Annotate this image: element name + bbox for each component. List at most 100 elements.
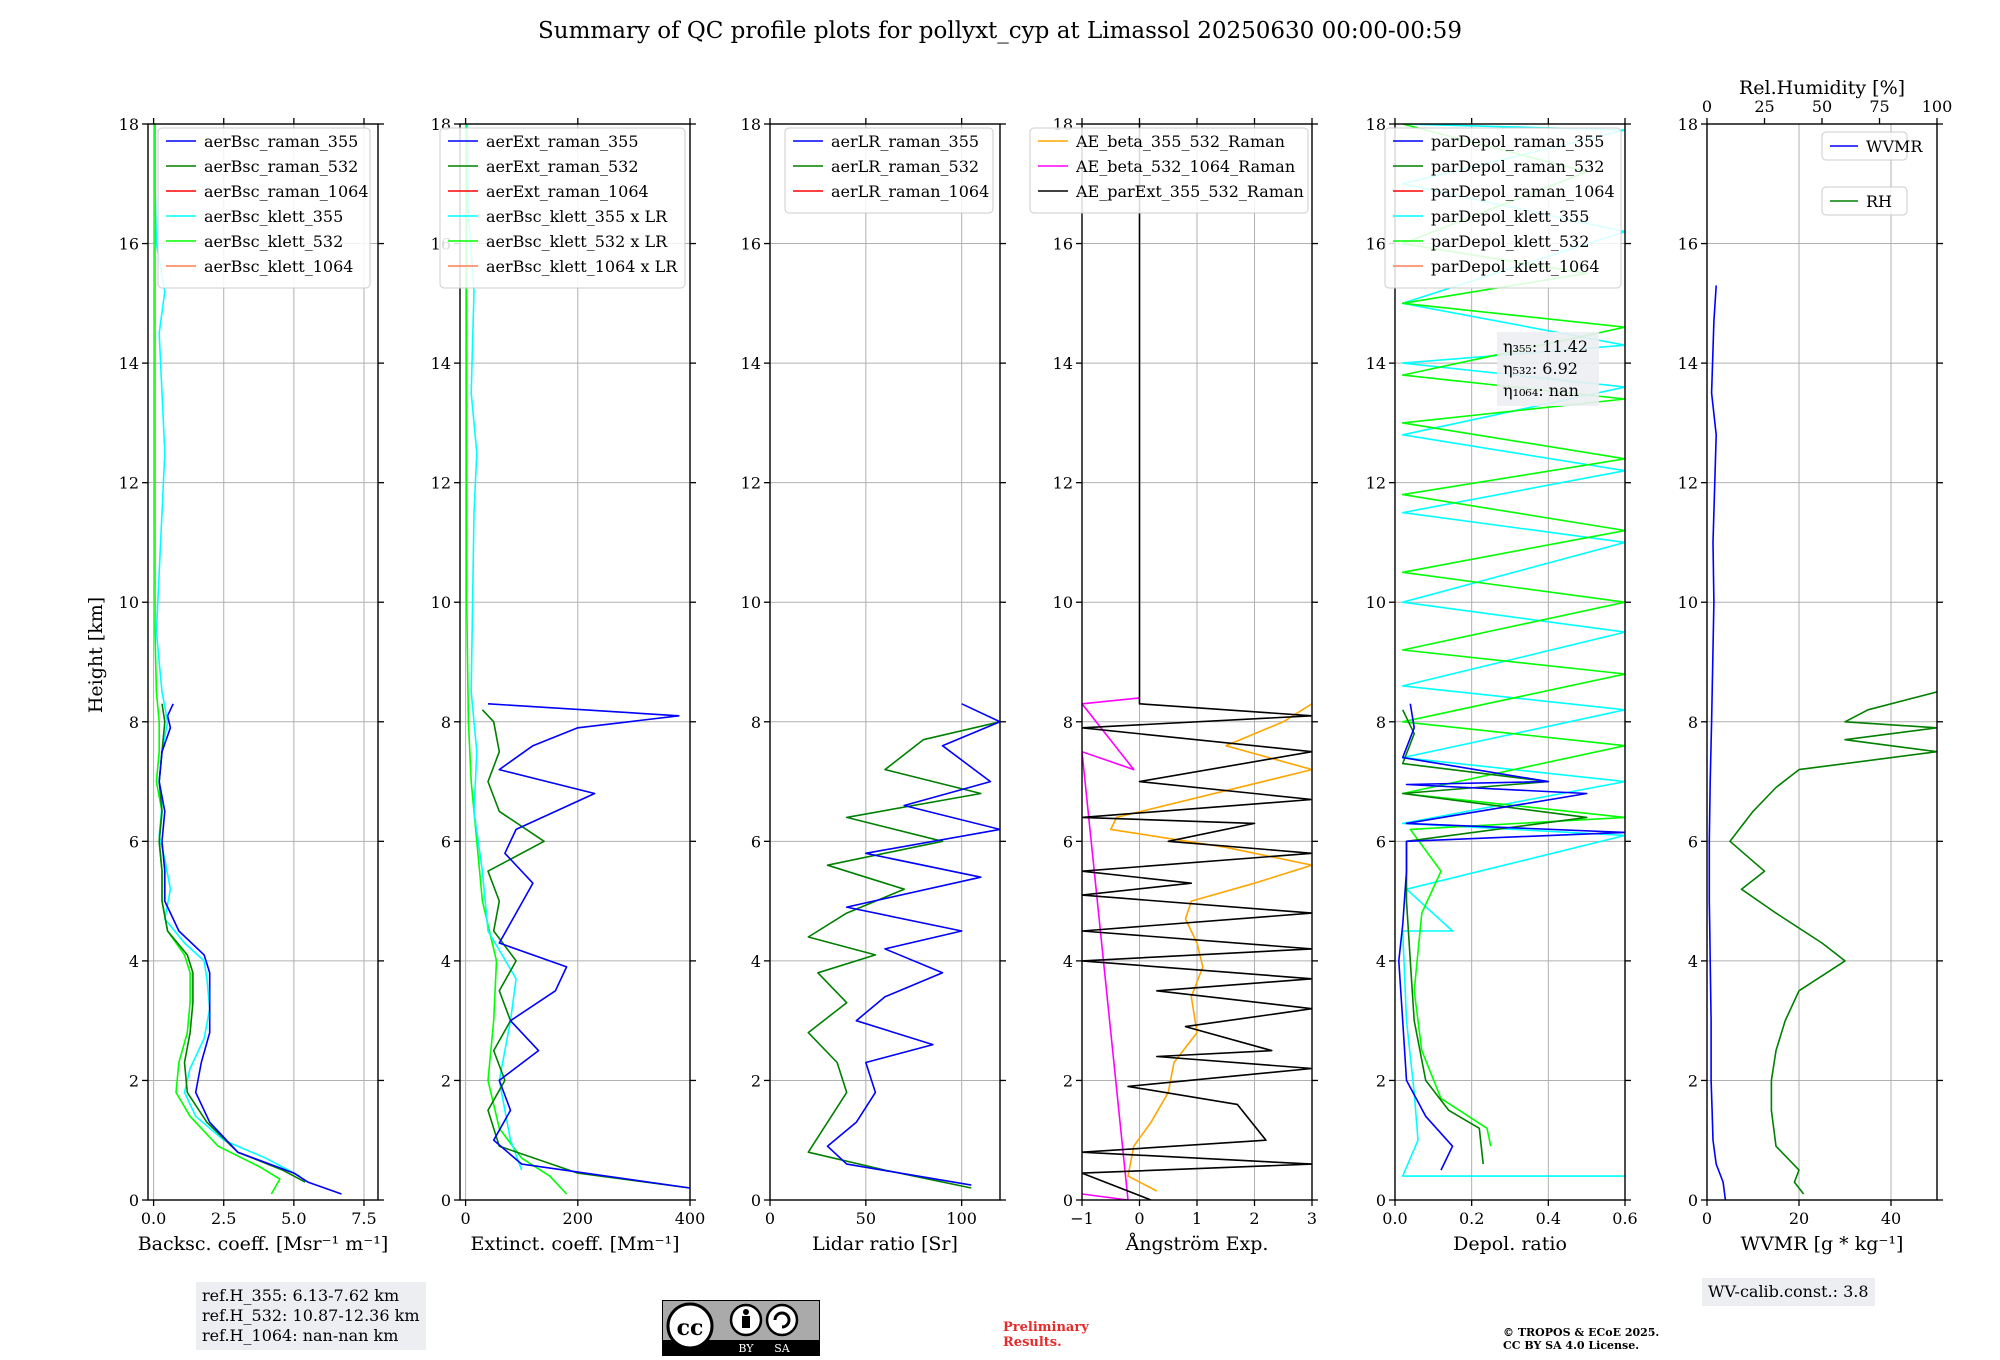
series-AE_beta_532_1064_Raman bbox=[1082, 697, 1140, 1200]
copyright-note: © TROPOS & ECoE 2025. CC BY SA 4.0 Licen… bbox=[1503, 1326, 1659, 1352]
x-axis-label: Depol. ratio bbox=[1453, 1233, 1567, 1255]
legend-box bbox=[157, 127, 371, 289]
y-tick-label: 10 bbox=[1366, 593, 1386, 612]
y-tick-label: 6 bbox=[129, 832, 139, 851]
series-aerLR_raman_355 bbox=[826, 703, 1000, 1186]
y-tick-label: 6 bbox=[1688, 832, 1698, 851]
y-tick-label: 10 bbox=[119, 593, 139, 612]
axes-frame bbox=[1394, 123, 1626, 1201]
axes-frame bbox=[147, 123, 379, 1201]
x-tick-label: 100 bbox=[946, 1209, 977, 1228]
y-tick-label: 18 bbox=[1366, 115, 1386, 134]
y-tick-label: 4 bbox=[1063, 952, 1073, 971]
y-tick-label: 0 bbox=[1063, 1191, 1073, 1210]
y-tick-label: 16 bbox=[119, 235, 139, 254]
x-tick-label: 0.6 bbox=[1612, 1209, 1637, 1228]
y-tick-label: 8 bbox=[441, 713, 451, 732]
x-tick-label: 200 bbox=[563, 1209, 594, 1228]
axes-frame bbox=[459, 123, 691, 1201]
legend-box bbox=[1821, 131, 1908, 161]
cc-license-badge: cc BY SA bbox=[662, 1300, 820, 1356]
legend-label: aerBsc_raman_532 bbox=[204, 157, 358, 176]
y-tick-label: 18 bbox=[119, 115, 139, 134]
legend-label: parDepol_raman_532 bbox=[1431, 157, 1604, 176]
series-WVMR bbox=[1708, 285, 1727, 1200]
legend-label: aerLR_raman_355 bbox=[831, 132, 979, 151]
panel-lidar_ratio: 0 2 4 6 8 10 12 14 16 18 0 50 100 Lidar ratio [Sr] aer… bbox=[741, 115, 1006, 1255]
legend-label: aerBsc_raman_355 bbox=[204, 132, 358, 151]
legend-label: aerExt_raman_355 bbox=[486, 132, 639, 151]
x-tick-label: 0.2 bbox=[1459, 1209, 1484, 1228]
y-tick-label: 16 bbox=[1366, 235, 1386, 254]
eta-label: η₃₅₅: 11.42 bbox=[1503, 337, 1588, 356]
x2-tick-label: 50 bbox=[1812, 97, 1832, 116]
legend-label: parDepol_klett_355 bbox=[1431, 207, 1589, 226]
series-group bbox=[465, 124, 690, 1195]
y-tick-label: 0 bbox=[441, 1191, 451, 1210]
y-tick-label: 14 bbox=[1053, 354, 1073, 373]
legend-label: aerBsc_klett_532 x LR bbox=[486, 232, 668, 251]
x-tick-label: 0.0 bbox=[141, 1209, 166, 1228]
y-tick-label: 6 bbox=[1376, 832, 1386, 851]
copyright-line-1: © TROPOS & ECoE 2025. bbox=[1503, 1326, 1660, 1339]
x2-axis-label: Rel.Humidity [%] bbox=[1739, 77, 1905, 99]
series-parDepol_raman_532 bbox=[1401, 709, 1588, 1165]
y-tick-label: 14 bbox=[431, 354, 451, 373]
series-RH bbox=[1729, 691, 1937, 1195]
sa-arrow-icon bbox=[773, 1311, 791, 1329]
copyright-line-2: CC BY SA 4.0 License. bbox=[1503, 1339, 1640, 1352]
series-AE_parExt_355_532_Raman bbox=[1082, 124, 1312, 1200]
x-tick-label: 40 bbox=[1881, 1209, 1901, 1228]
x-tick-label: 50 bbox=[856, 1209, 876, 1228]
refh-1064: ref.H_1064: nan-nan km bbox=[202, 1326, 399, 1345]
y-tick-label: 10 bbox=[741, 593, 761, 612]
legend-box bbox=[439, 127, 686, 289]
x-tick-label: 0 bbox=[1702, 1209, 1712, 1228]
y-tick-label: 8 bbox=[751, 713, 761, 732]
y-tick-label: 0 bbox=[1376, 1191, 1386, 1210]
x-tick-label: 2 bbox=[1249, 1209, 1259, 1228]
eta-box bbox=[1497, 332, 1599, 406]
y-tick-label: 18 bbox=[741, 115, 761, 134]
series-aerBsc_raman_532 bbox=[158, 703, 306, 1183]
x-axis-label: WVMR [g * kg⁻¹] bbox=[1741, 1233, 1904, 1255]
series-aerBsc_raman_355 bbox=[158, 703, 342, 1195]
legend-label: aerExt_raman_532 bbox=[486, 157, 639, 176]
legend-box bbox=[1384, 127, 1622, 289]
x-tick-label: 0 bbox=[1134, 1209, 1144, 1228]
y-tick-label: 14 bbox=[741, 354, 761, 373]
series-parDepol_raman_355 bbox=[1398, 703, 1625, 1171]
y-tick-label: 6 bbox=[751, 832, 761, 851]
figure-title: Summary of QC profile plots for pollyxt_… bbox=[538, 18, 1462, 44]
y-tick-label: 6 bbox=[1063, 832, 1073, 851]
y-tick-label: 8 bbox=[1376, 713, 1386, 732]
series-AE_beta_355_532_Raman bbox=[1110, 703, 1312, 1192]
legend-label: aerBsc_klett_355 x LR bbox=[486, 207, 668, 226]
series-group bbox=[1082, 124, 1312, 1200]
y-tick-label: 14 bbox=[119, 354, 139, 373]
wv-calib-note: WV-calib.const.: 3.8 bbox=[1702, 1278, 1875, 1306]
y-tick-label: 8 bbox=[1063, 713, 1073, 732]
y-tick-label: 12 bbox=[431, 474, 451, 493]
panel-extinction: 0246810121416180200400Extinct. coeff. [M… bbox=[431, 115, 706, 1255]
legend-label: parDepol_raman_1064 bbox=[1431, 182, 1615, 201]
refh-532: ref.H_532: 10.87-12.36 km bbox=[202, 1306, 420, 1325]
legend-label: AE_beta_355_532_Raman bbox=[1075, 132, 1285, 151]
y-tick-label: 16 bbox=[741, 235, 761, 254]
series-parDepol_klett_355 bbox=[1401, 124, 1625, 1177]
legend-label: parDepol_klett_532 bbox=[1431, 232, 1589, 251]
x2-tick-label: 100 bbox=[1922, 97, 1953, 116]
y-tick-label: 12 bbox=[1678, 474, 1698, 493]
legend-label: aerBsc_raman_1064 bbox=[204, 182, 369, 201]
x-tick-label: 0 bbox=[765, 1209, 775, 1228]
preliminary-results-note: Preliminary Results. bbox=[1003, 1320, 1089, 1350]
y-tick-label: 4 bbox=[1376, 952, 1386, 971]
y-tick-label: 4 bbox=[441, 952, 451, 971]
legend-box bbox=[784, 127, 994, 214]
series-parDepol_klett_532 bbox=[1401, 124, 1625, 1147]
y-tick-label: 2 bbox=[1063, 1071, 1073, 1090]
y-tick-label: 4 bbox=[129, 952, 139, 971]
x-tick-label: 2.5 bbox=[211, 1209, 236, 1228]
x-tick-label: 400 bbox=[675, 1209, 706, 1228]
legend-label: parDepol_klett_1064 bbox=[1431, 257, 1600, 276]
